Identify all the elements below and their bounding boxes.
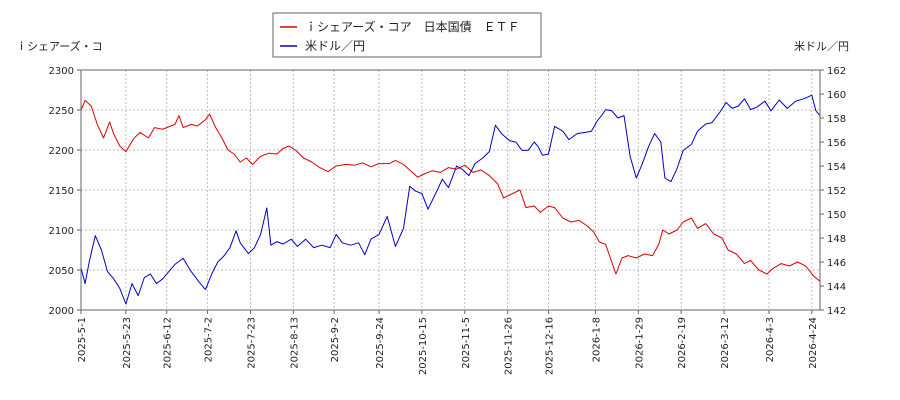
left-tick-label: 2250: [49, 106, 74, 117]
right-tick-label: 142: [827, 306, 846, 317]
left-tick-label: 2050: [49, 266, 74, 277]
x-tick-label: 2025-5-23: [122, 317, 133, 369]
x-tick-label: 2025-7-2: [204, 317, 215, 362]
left-tick-label: 2300: [49, 66, 74, 77]
x-tick-label: 2025-9-2: [330, 317, 341, 362]
x-tick-label: 2025-12-16: [544, 317, 555, 375]
x-tick-label: 2025-6-12: [163, 317, 174, 369]
right-tick-label: 150: [827, 210, 846, 221]
legend-label-usdjpy: 米ドル／円: [305, 39, 365, 53]
left-tick-label: 2150: [49, 186, 74, 197]
right-tick-label: 156: [827, 138, 846, 149]
left-tick-label: 2000: [49, 306, 74, 317]
series-line-jgb-etf: [80, 99, 821, 282]
x-tick-label: 2026-1-8: [591, 317, 602, 362]
x-axis: 2025-5-1 2025-5-23 2025-6-12 2025-7-2 2025-7…: [77, 310, 819, 375]
x-tick-label: 2025-9-24: [375, 317, 386, 369]
right-tick-label: 160: [827, 90, 846, 101]
x-tick-label: 2025-5-1: [77, 317, 88, 362]
legend: ｉシェアーズ・コア 日本国債 ＥＴＦ 米ドル／円: [272, 12, 542, 58]
x-tick-label: 2025-8-13: [289, 317, 300, 369]
right-tick-label: 162: [827, 66, 846, 77]
right-tick-label: 152: [827, 186, 846, 197]
series-line-usdjpy: [80, 94, 821, 305]
legend-label-jgb: ｉシェアーズ・コア 日本国債 ＥＴＦ: [305, 19, 520, 34]
right-tick-label: 148: [827, 234, 846, 245]
x-tick-label: 2025-11-26: [504, 317, 515, 375]
x-tick-label: 2026-4-3: [765, 317, 776, 362]
left-axis-label: ｉシェアーズ・コ: [16, 39, 103, 53]
x-tick-label: 2026-3-12: [720, 317, 731, 369]
x-tick-label: 2026-2-19: [677, 317, 688, 369]
right-tick-label: 144: [827, 282, 846, 293]
x-tick-label: 2026-4-24: [808, 317, 819, 369]
left-tick-label: 2200: [49, 146, 74, 157]
series-layer: [80, 94, 821, 305]
left-tick-label: 2100: [49, 226, 74, 237]
x-tick-label: 2026-1-29: [634, 317, 645, 369]
x-tick-label: 2025-7-23: [246, 317, 257, 369]
right-tick-label: 154: [827, 162, 846, 173]
left-axis: 2000 2050 2100 2150 2200 2250 2300: [49, 66, 81, 317]
x-tick-label: 2025-10-15: [418, 317, 429, 375]
right-axis: 142 144 146 148 150 152 154 156 158 160 162: [820, 66, 846, 317]
right-axis-label: 米ドル／円: [794, 40, 849, 53]
right-tick-label: 146: [827, 258, 846, 269]
legend-box: [272, 12, 542, 58]
right-tick-label: 158: [827, 114, 846, 125]
x-tick-label: 2025-11-5: [461, 317, 472, 369]
